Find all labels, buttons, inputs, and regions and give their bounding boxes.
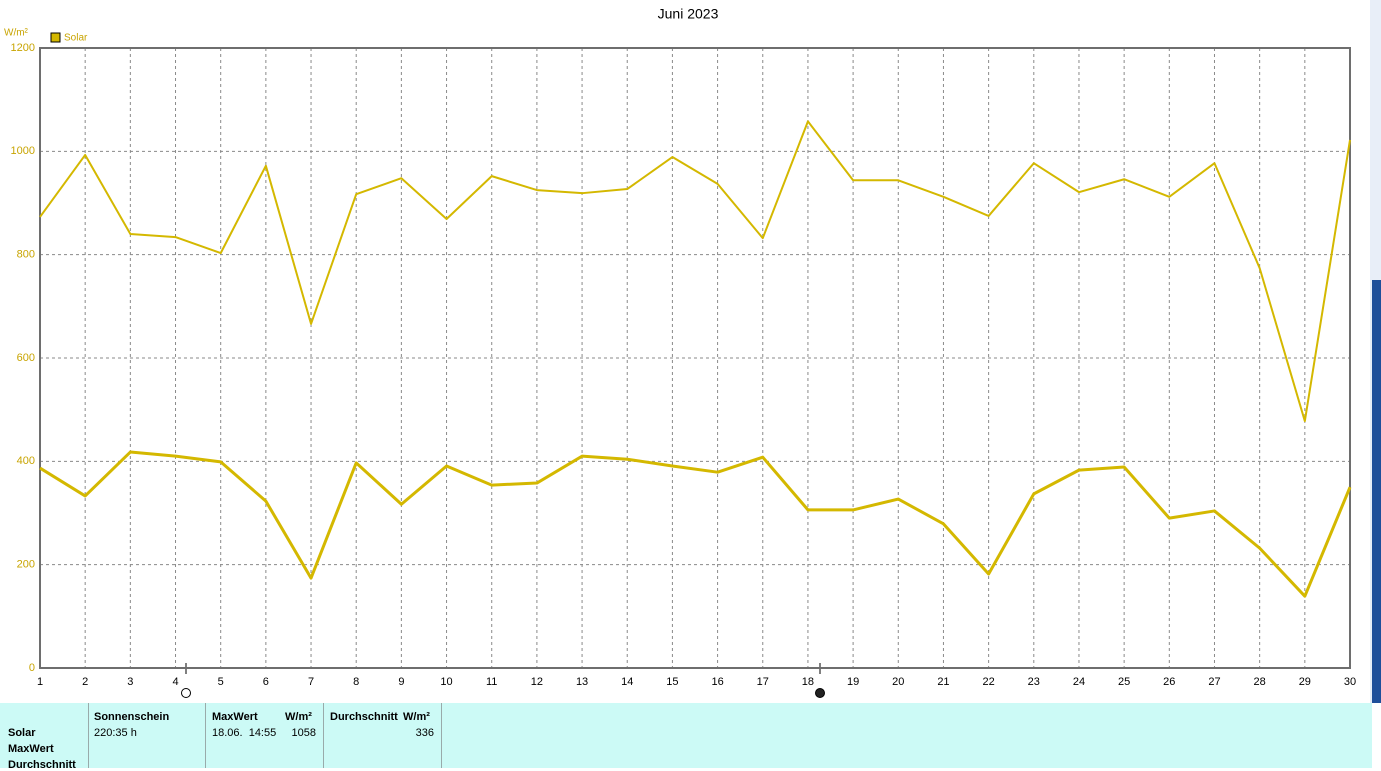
x-tick-label: 2	[82, 676, 88, 688]
x-tick-label: 20	[892, 676, 904, 688]
y-tick-label: 1000	[11, 145, 35, 157]
data-line	[39, 450, 1352, 598]
separator	[441, 703, 442, 768]
x-tick-label: 5	[218, 676, 224, 688]
x-tick-label: 7	[308, 676, 314, 688]
y-axis-label: W/m²	[4, 28, 29, 39]
y-tick-label: 600	[17, 352, 35, 364]
y-tick-label: 800	[17, 249, 35, 261]
x-tick-label: 19	[847, 676, 859, 688]
separator	[205, 703, 206, 768]
column-header: MaxWert	[212, 711, 258, 723]
x-tick-label: 17	[757, 676, 769, 688]
x-tick-label: 28	[1254, 676, 1266, 688]
x-tick-label: 8	[353, 676, 359, 688]
separator	[88, 703, 89, 768]
x-tick-label: 16	[711, 676, 723, 688]
y-tick-label: 400	[17, 455, 35, 467]
plot-frame	[39, 47, 1351, 669]
x-tick-label: 9	[398, 676, 404, 688]
x-tick-label: 1	[37, 676, 43, 688]
x-tick-label: 21	[937, 676, 949, 688]
x-tick-label: 13	[576, 676, 588, 688]
x-tick-label: 4	[172, 676, 178, 688]
x-tick-label: 30	[1344, 676, 1356, 688]
x-tick-label: 10	[440, 676, 452, 688]
column-header: Sonnenschein	[94, 711, 170, 723]
x-tick-label: 15	[666, 676, 678, 688]
row-label: Solar	[8, 727, 36, 739]
chart-title: Juni 2023	[658, 6, 719, 22]
x-tick-label: 26	[1163, 676, 1175, 688]
x-tick-label: 14	[621, 676, 633, 688]
row-label: MaxWert	[8, 743, 54, 755]
separator	[323, 703, 324, 768]
x-tick-label: 22	[982, 676, 994, 688]
legend-label: Solar	[64, 33, 88, 44]
summary-table: Solar MaxWert Durchschnitt Sonnenschein …	[0, 703, 1372, 771]
x-tick-label: 12	[531, 676, 543, 688]
x-tick-label: 6	[263, 676, 269, 688]
y-tick-label: 200	[17, 559, 35, 571]
column-header: Durchschnitt	[330, 711, 398, 723]
x-tick-label: 3	[127, 676, 133, 688]
y-tick-label: 0	[29, 662, 35, 674]
full-moon	[181, 688, 191, 698]
legend-swatch	[50, 32, 61, 43]
cell: 18.06. 14:55	[212, 727, 277, 739]
x-tick-label: 25	[1118, 676, 1130, 688]
side-decoration	[1372, 280, 1381, 703]
x-tick-label: 27	[1208, 676, 1220, 688]
row-label: Durchschnitt	[8, 759, 76, 771]
x-tick-label: 23	[1028, 676, 1040, 688]
data-line	[39, 120, 1351, 423]
y-tick-label: 1200	[11, 42, 35, 54]
column-unit: W/m²	[403, 711, 430, 723]
cell: 1058	[291, 727, 316, 739]
x-tick-label: 11	[486, 676, 497, 688]
cell: 336	[415, 727, 434, 739]
column-unit: W/m²	[285, 711, 312, 723]
cell: 220:35 h	[94, 727, 137, 739]
x-tick-label: 29	[1299, 676, 1311, 688]
x-tick-label: 24	[1073, 676, 1085, 688]
new-moon	[815, 688, 825, 698]
chart: Juni 2023 W/m² Solar 0200400600800100012…	[4, 0, 1381, 703]
x-tick-label: 18	[802, 676, 814, 688]
